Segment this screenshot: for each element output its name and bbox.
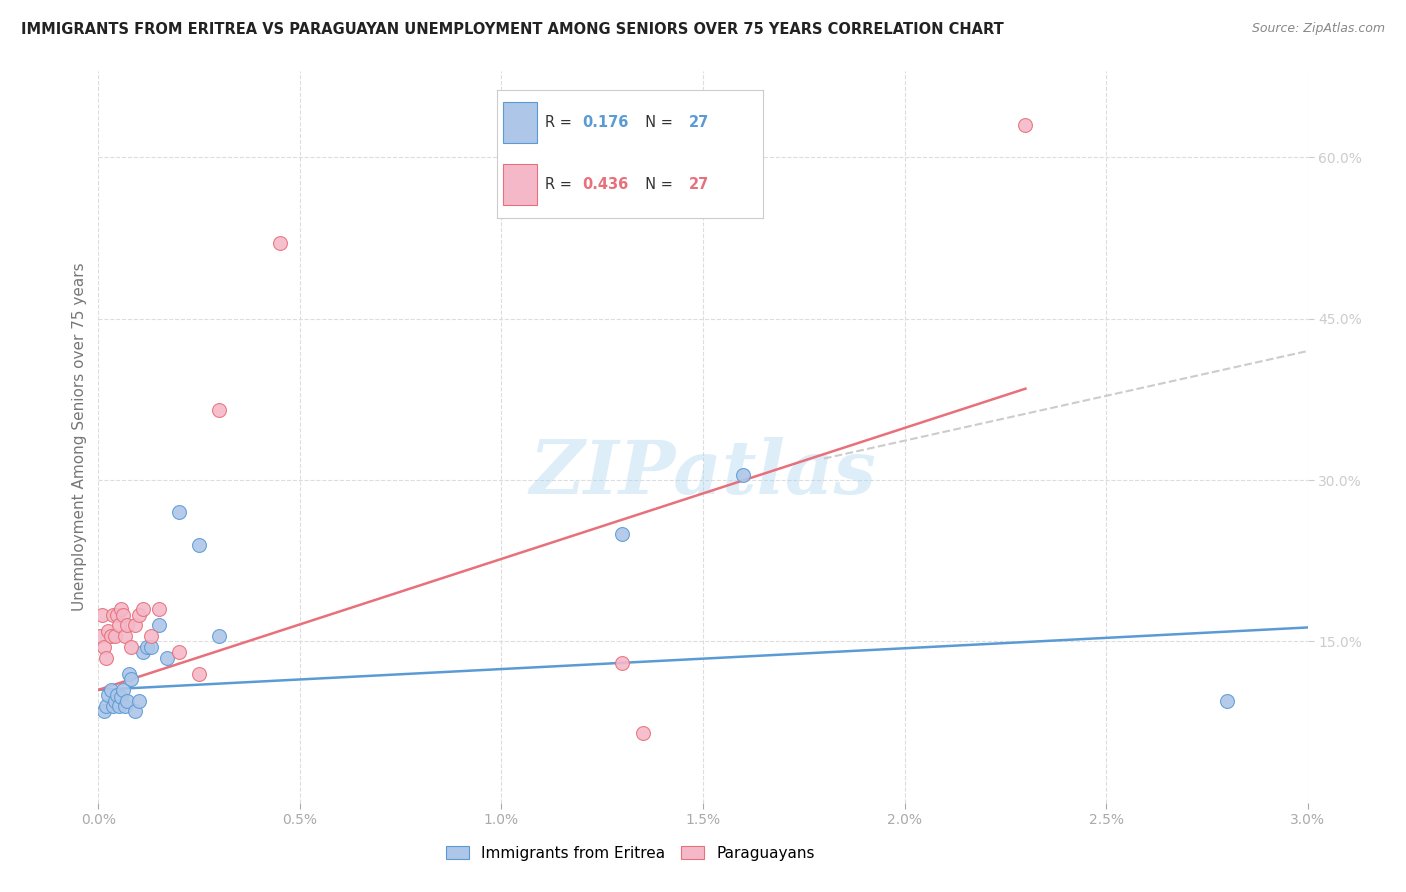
Y-axis label: Unemployment Among Seniors over 75 years: Unemployment Among Seniors over 75 years xyxy=(72,263,87,611)
Point xyxy=(167,645,190,659)
Point xyxy=(101,698,124,713)
Point xyxy=(120,640,142,654)
Text: Source: ZipAtlas.com: Source: ZipAtlas.com xyxy=(1251,22,1385,36)
Point xyxy=(114,629,136,643)
Text: IMMIGRANTS FROM ERITREA VS PARAGUAYAN UNEMPLOYMENT AMONG SENIORS OVER 75 YEARS C: IMMIGRANTS FROM ERITREA VS PARAGUAYAN UN… xyxy=(21,22,1004,37)
Point xyxy=(120,672,142,686)
Point xyxy=(208,629,231,643)
Point xyxy=(93,705,115,719)
Point xyxy=(132,645,155,659)
Point xyxy=(1014,118,1036,132)
Point xyxy=(208,403,231,417)
Point xyxy=(269,236,291,251)
Point xyxy=(156,650,179,665)
Point xyxy=(118,666,141,681)
Point xyxy=(96,698,118,713)
Point xyxy=(631,726,654,740)
Point xyxy=(110,602,132,616)
Point xyxy=(733,467,755,482)
Point xyxy=(111,682,134,697)
Point xyxy=(139,640,162,654)
Point xyxy=(128,607,150,622)
Point xyxy=(124,618,146,632)
Point xyxy=(100,682,122,697)
Point xyxy=(114,698,136,713)
Point xyxy=(107,618,129,632)
Point xyxy=(97,624,120,638)
Legend: Immigrants from Eritrea, Paraguayans: Immigrants from Eritrea, Paraguayans xyxy=(439,838,823,868)
Point xyxy=(110,690,132,705)
Point xyxy=(103,629,125,643)
Point xyxy=(101,607,124,622)
Point xyxy=(105,607,128,622)
Point xyxy=(135,640,157,654)
Point xyxy=(139,629,162,643)
Point xyxy=(89,629,111,643)
Point xyxy=(188,538,211,552)
Point xyxy=(107,698,129,713)
Point xyxy=(111,607,134,622)
Point xyxy=(188,666,211,681)
Point xyxy=(1216,693,1239,707)
Point xyxy=(128,693,150,707)
Point xyxy=(91,607,114,622)
Point xyxy=(103,693,125,707)
Point xyxy=(105,688,128,702)
Point xyxy=(148,602,170,616)
Point xyxy=(115,618,138,632)
Point xyxy=(93,640,115,654)
Point xyxy=(167,505,190,519)
Point xyxy=(612,527,634,541)
Text: ZIPatlas: ZIPatlas xyxy=(530,437,876,510)
Point xyxy=(612,656,634,670)
Point xyxy=(132,602,155,616)
Point xyxy=(124,705,146,719)
Point xyxy=(97,688,120,702)
Point xyxy=(100,629,122,643)
Point xyxy=(148,618,170,632)
Point xyxy=(115,693,138,707)
Point xyxy=(96,650,118,665)
